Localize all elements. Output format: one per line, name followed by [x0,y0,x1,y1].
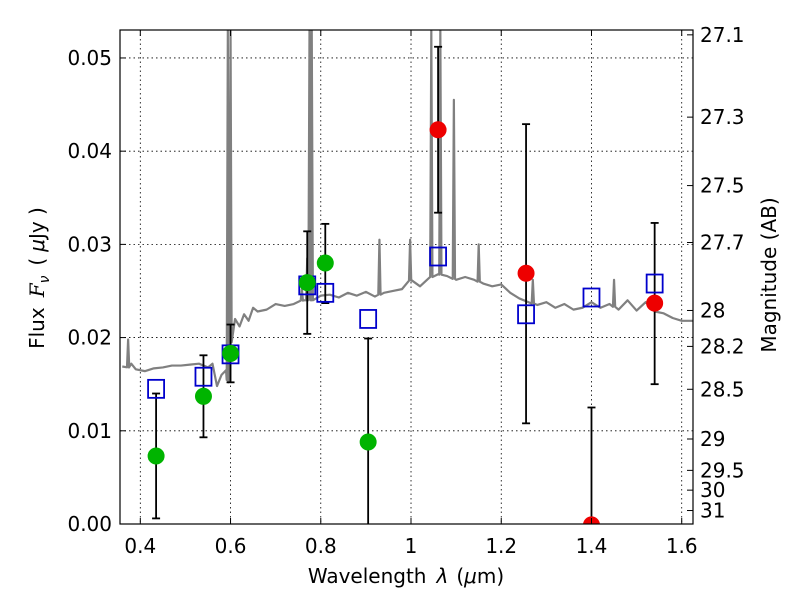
x-tick-label: 1.2 [485,534,517,558]
green-data-point [316,254,334,272]
model-square-marker [517,304,535,325]
red-data-point [517,264,535,282]
green-data-point [222,344,240,362]
y2-tick-label: 27.1 [700,23,745,47]
x-tick-label: 1.6 [666,534,698,558]
grid-lines [120,30,693,525]
x-tick-label: 0.8 [305,534,337,558]
y-axis-label-mu: μ [25,239,49,253]
y-tick-label: 0.01 [67,419,112,443]
x-tick-label: 1 [405,534,418,558]
y-axis-label: Flux Fν ( μJy ) [25,207,53,349]
y-tick-label: 0.04 [67,139,112,163]
axis-ticks: 0.4 0.6 0.8 1 1.2 1.4 1.6 0.00 0.01 0.02 0.03 0.04 0… [67,23,744,558]
green-data-point [194,387,212,405]
x-tick-label: 0.6 [215,534,247,558]
y2-tick-label: 30 [700,478,725,502]
model-square-marker [429,246,447,267]
y2-tick-label: 28.5 [700,377,745,401]
x-tick-label: 1.4 [576,534,608,558]
y-tick-label: 0.00 [67,512,112,536]
y-axis-label-text: Flux [25,307,49,349]
x-axis-label-unit: m) [477,564,504,588]
x-axis-label-text: Wavelength [308,564,427,588]
green-data-point [359,433,377,451]
y2-axis-label: Magnitude (AB) [757,197,781,352]
plot-frame [119,29,694,525]
y-tick-label: 0.05 [67,46,112,70]
y2-tick-label: 28 [700,298,725,322]
y2-tick-label: 27.3 [700,105,745,129]
x-axis-label-symbol: λ [435,564,448,588]
model-square-marker [645,273,664,294]
y2-tick-label: 29 [700,427,725,451]
y2-tick-label: 31 [700,499,725,523]
y2-tick-label: 27.7 [700,231,745,255]
plot-area [122,30,693,524]
model-square-marker [316,282,335,303]
x-axis-label: Wavelength λ (μm) [308,564,504,588]
x-axis-label-open: ( [456,564,464,588]
spectrum-line [122,30,693,388]
y2-tick-label: 28.2 [700,334,745,358]
y-axis-label-open: ( [25,258,49,266]
red-data-point [646,294,664,312]
red-data-point [429,121,447,139]
green-data-point [298,274,316,292]
y2-tick-label: 27.5 [700,174,745,198]
y-axis-label-symbol: F [25,282,49,298]
y-tick-label: 0.03 [67,232,112,256]
model-square-marker [194,366,213,387]
y-axis-label-unit: Jy ) [25,207,49,241]
model-square-marker [359,309,378,329]
model-square-marker [147,378,165,399]
model-square-marker [582,287,601,308]
x-axis-label-mu: μ [463,564,477,588]
y2-tick-label: 29.5 [700,458,745,482]
y-tick-label: 0.02 [67,326,112,350]
green-data-point [147,447,165,465]
y-axis-label-subscript: ν [37,275,53,283]
x-tick-label: 0.4 [124,534,156,558]
